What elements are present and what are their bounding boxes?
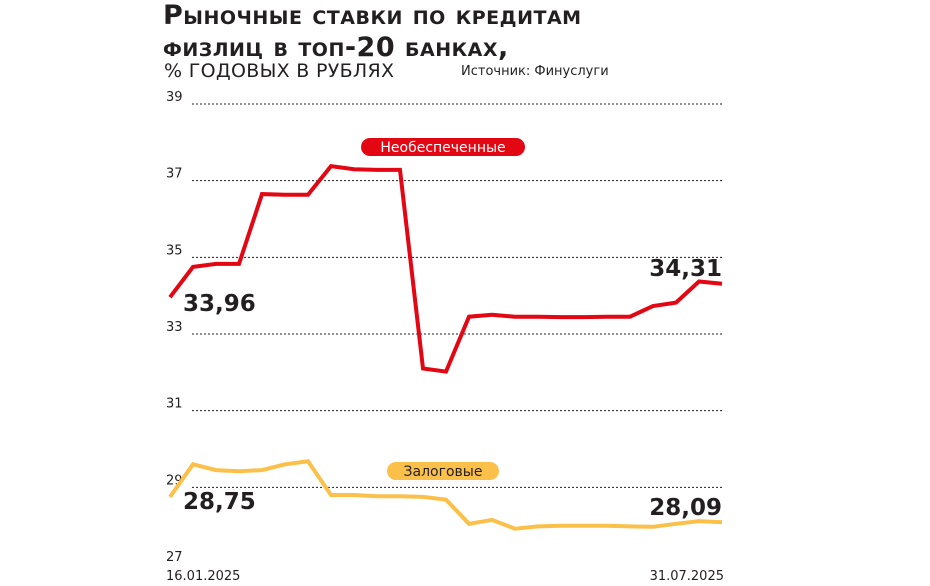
x-tick-label-first: 16.01.2025 — [166, 569, 240, 584]
chart-title-line-1: Рыночные ставки по кредитам — [163, 0, 582, 31]
x-axis-tick-labels: 16.01.2025 31.07.2025 — [166, 569, 724, 584]
legend-tag-unsecured-pill — [361, 138, 525, 156]
series-lines — [168, 163, 723, 531]
legend-tag-secured-pill — [387, 462, 499, 480]
y-tick-label-39: 39 — [166, 90, 183, 105]
source-note: Источник: Финуслуги — [461, 64, 609, 79]
series-line-unsecured — [168, 163, 723, 374]
y-tick-label-31: 31 — [166, 397, 183, 412]
y-tick-label-35: 35 — [166, 243, 183, 258]
data-label-unsecured-first: 33,96 — [183, 291, 256, 317]
y-tick-label-33: 33 — [166, 320, 183, 335]
y-tick-label-27: 27 — [166, 550, 183, 565]
y-tick-label-37: 37 — [166, 167, 183, 182]
legend-tag-unsecured: Необеспеченные — [361, 138, 525, 156]
data-labels: 33,96 34,31 28,75 28,09 Необеспеченные Залого… — [183, 138, 722, 521]
chart-title-line-2: физлиц в топ-20 банках, — [163, 32, 509, 63]
chart-subtitle: % годовых в рублях — [164, 60, 395, 82]
x-tick-label-last: 31.07.2025 — [650, 569, 724, 584]
legend-tag-secured-text: Залоговые — [404, 464, 483, 480]
series-line-secured — [168, 459, 723, 531]
data-label-secured-last: 28,09 — [649, 495, 722, 521]
chart-title: Рыночные ставки по кредитам физлиц в топ… — [163, 0, 582, 64]
gridlines — [192, 103, 722, 488]
data-label-unsecured-last: 34,31 — [649, 256, 722, 282]
legend-tag-secured: Залоговые — [387, 462, 499, 480]
legend-tag-unsecured-text: Необеспеченные — [380, 140, 505, 156]
data-label-secured-first: 28,75 — [183, 489, 256, 515]
